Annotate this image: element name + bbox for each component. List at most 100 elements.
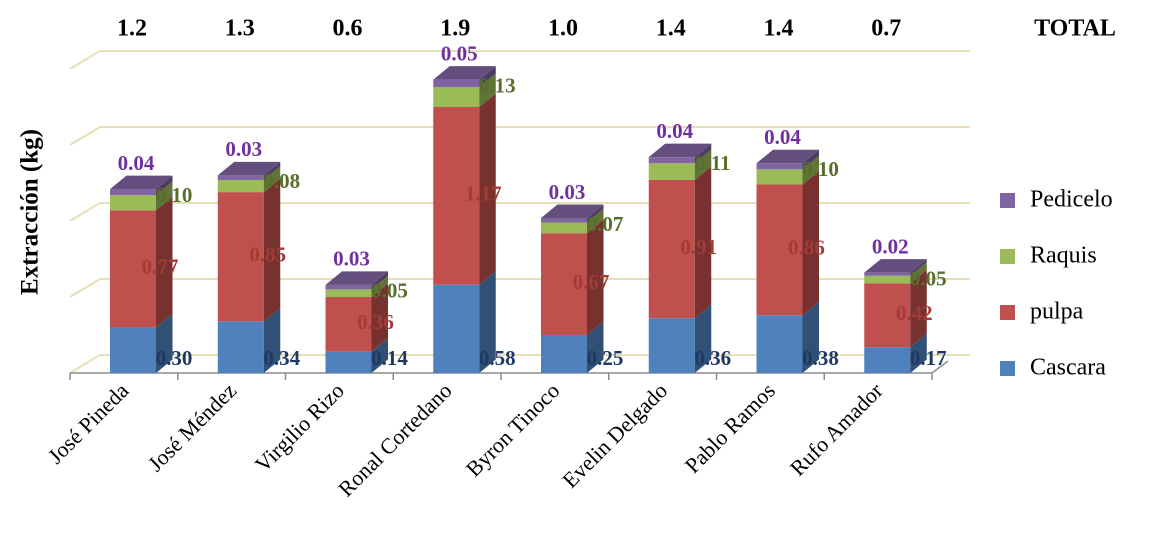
bar-segment-pulpa-front: [648, 179, 695, 319]
x-axis-depth-line: [931, 360, 949, 374]
gridline-diagonal: [69, 354, 101, 374]
data-label-raquis: 0.05: [371, 279, 408, 303]
data-label-cascara: 0.34: [263, 346, 300, 370]
data-label-raquis: 0.10: [802, 157, 839, 181]
bar-segment-raquis-front: [433, 87, 480, 107]
bar-segment-pedicelo-front: [433, 79, 480, 88]
bar-segment-cascara-front: [756, 315, 803, 373]
bar-segment-cascara-front: [325, 351, 372, 373]
bar-segment-pedicelo-side: [910, 259, 927, 276]
bar-top-cap: [433, 66, 496, 80]
x-tick-label: José Méndez: [143, 378, 242, 477]
data-label-raquis: 0.05: [910, 266, 947, 290]
data-label-cascara: 0.17: [910, 346, 947, 370]
bar-top-cap: [648, 143, 712, 158]
bar-segment-pulpa-side: [371, 283, 388, 352]
bar-segment-cascara-front: [433, 284, 480, 373]
bar-top-cap: [541, 204, 604, 218]
bar-segment-pulpa-front: [325, 297, 372, 352]
x-tick-label: Rufo Amador: [785, 377, 888, 480]
bar-segment-raquis-front: [217, 179, 264, 193]
bar-segment-cascara-side: [263, 307, 281, 373]
bar-segment-pedicelo-front: [756, 163, 803, 170]
data-label-cascara: 0.14: [371, 346, 408, 370]
total-value: 1.3: [225, 16, 255, 42]
bar-segment-pulpa-side: [802, 171, 819, 316]
data-label-cascara: 0.30: [156, 346, 193, 370]
data-label-cascara: 0.36: [694, 346, 731, 370]
bar-segment-pedicelo-side: [371, 271, 388, 290]
legend-label-pulpa: pulpa: [1030, 299, 1084, 325]
data-label-pedicelo: 0.05: [441, 41, 478, 65]
data-label-raquis: 0.11: [695, 151, 731, 175]
x-tick-label: Evelin Delgado: [557, 378, 672, 493]
total-value: 1.9: [440, 16, 470, 42]
bar-segment-cascara-front: [541, 335, 587, 373]
data-label-pulpa: 1.17: [465, 182, 502, 206]
bar-segment-cascara-front: [217, 321, 264, 373]
data-label-pedicelo: 0.03: [333, 247, 370, 271]
bar-top-cap: [756, 149, 819, 164]
bar-segment-raquis-front: [110, 195, 156, 211]
data-label-cascara: 0.38: [802, 346, 839, 370]
bar-segment-pedicelo-front: [325, 284, 372, 290]
data-label-pulpa: 0.85: [249, 243, 286, 267]
data-label-raquis: 0.07: [587, 212, 624, 236]
bar-segment-pedicelo-side: [802, 149, 819, 170]
category-labels: José Pineda José Méndez Virgilio RizoRonal…: [43, 377, 888, 501]
data-label-pulpa: 0.42: [896, 301, 933, 325]
bar-segment-cascara-side: [479, 271, 496, 373]
bar-segment-pedicelo-front: [217, 175, 264, 180]
bar-segment-cascara-side: [910, 333, 927, 373]
totals-header: TOTAL: [1034, 16, 1116, 42]
legend-swatch-raquis: [1000, 249, 1015, 264]
bar-segment-cascara-side: [802, 301, 819, 373]
total-value: 1.0: [548, 16, 578, 42]
x-tick-label: Pablo Ramos: [680, 378, 780, 478]
x-tick-label: Ronal Cortedano: [333, 378, 457, 502]
bar-segment-pedicelo-front: [110, 189, 156, 196]
bar-segment-pulpa-side: [263, 178, 281, 322]
data-label-pedicelo: 0.02: [872, 234, 909, 258]
bar-segment-pulpa-side: [910, 269, 927, 348]
data-label-pedicelo: 0.04: [656, 119, 693, 143]
bar-segment-pulpa-front: [864, 283, 911, 348]
bar-segment-pedicelo-side: [479, 66, 496, 88]
legend: Pedicelo Raquis pulpa Cascara: [1000, 187, 1113, 381]
bar-segment-pedicelo-side: [587, 204, 604, 223]
data-label-pulpa: 0.86: [788, 236, 825, 260]
bar-segment-pedicelo-front: [648, 157, 695, 164]
data-label-pedicelo: 0.03: [225, 137, 262, 161]
bar-segment-cascara-side: [371, 338, 388, 373]
legend-label-cascara: Cascara: [1030, 355, 1106, 381]
data-label-pedicelo: 0.04: [764, 125, 801, 149]
y-axis-title: Extracción (kg): [17, 129, 44, 295]
bar-segment-cascara-front: [864, 347, 911, 373]
data-label-pedicelo: 0.04: [118, 151, 155, 175]
data-label-pulpa: 0.91: [680, 235, 717, 259]
bar-segment-raquis-front: [541, 222, 587, 234]
total-value: 1.2: [117, 16, 147, 42]
bar-segment-cascara-side: [156, 313, 173, 373]
bar-segment-cascara-front: [648, 318, 695, 373]
legend-label-pedicelo: Pedicelo: [1030, 187, 1113, 213]
data-label-raquis: 0.08: [263, 169, 300, 193]
bar-segment-pedicelo-side: [263, 161, 281, 180]
gridlines: [69, 50, 970, 374]
bar-segment-raquis-side: [263, 166, 281, 193]
data-label-pedicelo: 0.03: [549, 180, 586, 204]
totals-row: 1.2 1.3 0.6 1.9 1.0 1.4 1.4 0.7 TOTAL: [117, 16, 1116, 42]
bar-segment-pulpa-front: [756, 184, 803, 316]
bar-segment-pedicelo-side: [156, 175, 173, 196]
bar-segment-raquis-side: [694, 149, 712, 180]
bar-segment-pulpa-side: [694, 166, 712, 319]
bar-top-cap: [325, 271, 388, 285]
bar-segment-cascara-side: [694, 304, 712, 373]
legend-swatch-cascara: [1000, 361, 1015, 376]
bar-top-cap: [217, 161, 281, 176]
bar-segment-pulpa-front: [217, 192, 264, 322]
data-labels: 0.300.770.100.040.340.850.080.030.140.36…: [118, 41, 947, 369]
gridline-diagonal: [69, 126, 101, 146]
